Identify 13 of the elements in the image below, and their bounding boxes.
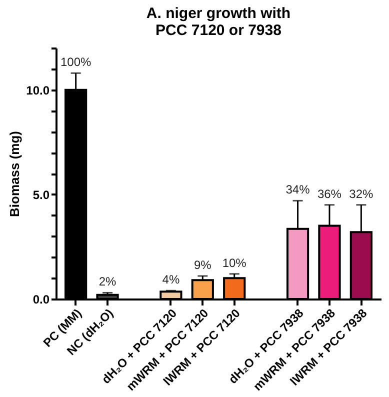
chart-title: A. niger growth with PCC 7120 or 7938 [146,5,291,39]
annotation: 100% [60,55,92,70]
y-tick-label: 0.0 [32,292,50,306]
annotation: 34% [286,182,310,197]
annotation: 2% [98,274,117,289]
y-tick-label: 10.0 [26,83,50,98]
annotation: 9% [194,258,212,272]
annotation: 10% [222,256,247,270]
annotation: 32% [349,186,374,201]
annotation: 4% [162,272,180,287]
y-axis-title: Biomass (mg) [7,131,22,217]
y-tick-label: 5.0 [32,188,50,202]
annotation: 36% [317,186,342,201]
